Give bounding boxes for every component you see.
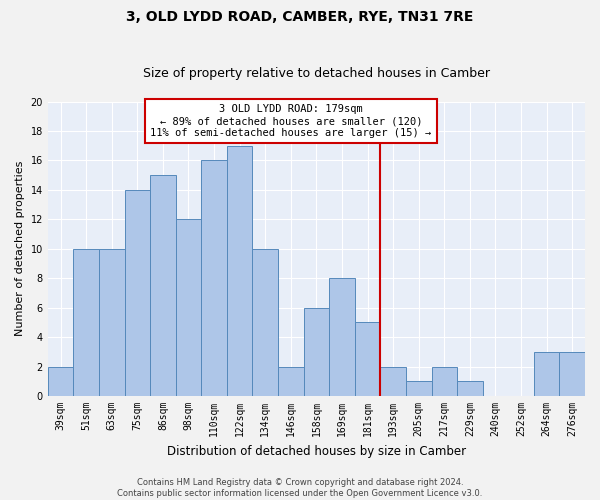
Y-axis label: Number of detached properties: Number of detached properties [15,161,25,336]
Bar [176,220,201,396]
Text: Contains HM Land Registry data © Crown copyright and database right 2024.
Contai: Contains HM Land Registry data © Crown c… [118,478,482,498]
X-axis label: Distribution of detached houses by size in Camber: Distribution of detached houses by size … [167,444,466,458]
Bar [227,146,253,396]
Bar [150,175,176,396]
Bar [253,249,278,396]
Bar [406,382,431,396]
Bar [48,366,73,396]
Bar [431,366,457,396]
Bar [201,160,227,396]
Text: 3 OLD LYDD ROAD: 179sqm
← 89% of detached houses are smaller (120)
11% of semi-d: 3 OLD LYDD ROAD: 179sqm ← 89% of detache… [150,104,431,138]
Title: Size of property relative to detached houses in Camber: Size of property relative to detached ho… [143,66,490,80]
Bar [457,382,482,396]
Bar [304,308,329,396]
Bar [278,366,304,396]
Bar [73,249,99,396]
Bar [355,322,380,396]
Bar [329,278,355,396]
Bar [99,249,125,396]
Text: 3, OLD LYDD ROAD, CAMBER, RYE, TN31 7RE: 3, OLD LYDD ROAD, CAMBER, RYE, TN31 7RE [127,10,473,24]
Bar [380,366,406,396]
Bar [534,352,559,396]
Bar [125,190,150,396]
Bar [559,352,585,396]
